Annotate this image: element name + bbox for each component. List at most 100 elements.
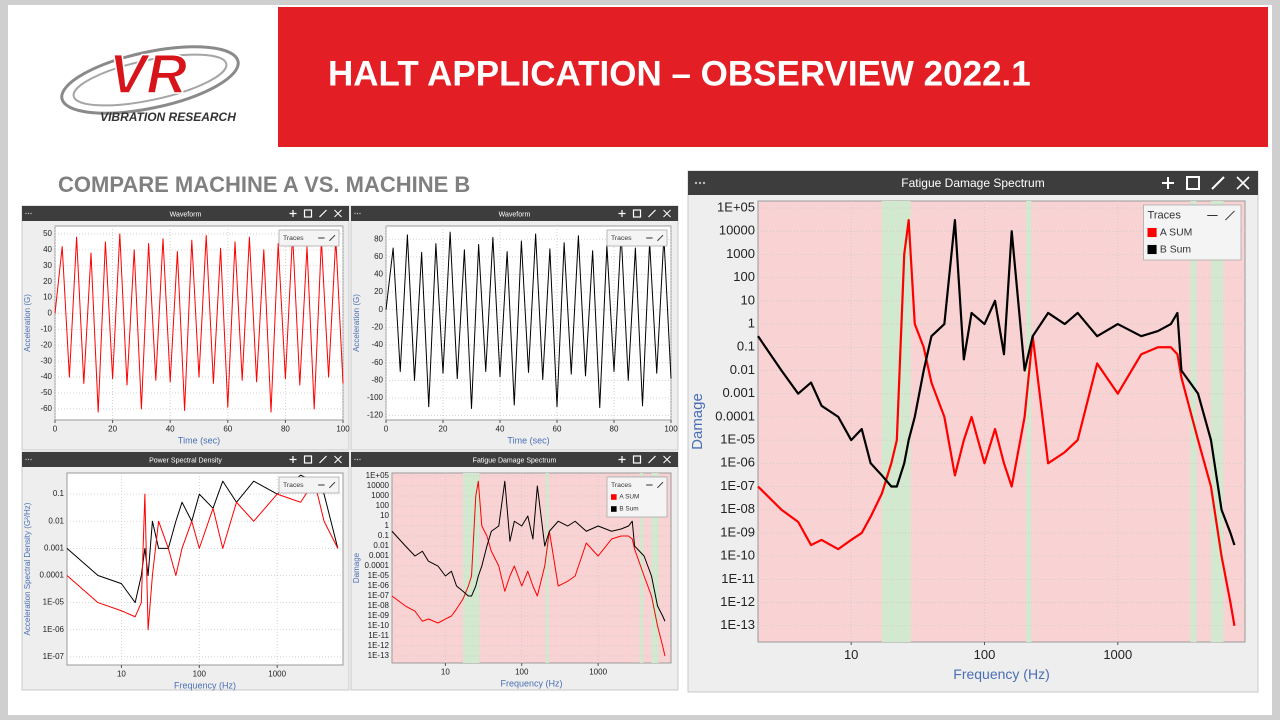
menu-dot [25, 212, 27, 215]
y-tick-label: 1E-05 [720, 432, 755, 447]
x-tick-label: 10 [117, 669, 126, 678]
y-tick-label: 20 [374, 287, 383, 296]
y-tick-label: 1E-11 [721, 571, 755, 586]
highlight-band [651, 473, 659, 663]
legend-popout [657, 234, 664, 242]
series-line [54, 233, 344, 413]
panel-title: Fatigue Damage Spectrum [901, 176, 1044, 190]
legend-title: Traces [283, 235, 304, 242]
y-tick-label: -10 [40, 324, 52, 333]
y-tick-label: -20 [40, 340, 52, 349]
title-banner [278, 7, 1268, 147]
y-tick-label: 1E-06 [368, 581, 390, 590]
logo-mark: VR [109, 42, 187, 105]
y-tick-label: -60 [40, 404, 52, 413]
y-tick-label: 1E-13 [720, 617, 755, 632]
y-tick-label: 1E-05 [368, 571, 390, 580]
menu-dot [30, 458, 32, 461]
y-tick-label: 0.1 [737, 339, 755, 354]
y-tick-label: 10 [43, 293, 52, 302]
x-tick-label: 0 [53, 424, 58, 433]
legend-title: Traces [611, 482, 632, 489]
y-tick-label: 0.01 [373, 541, 389, 550]
y-tick-label: 0.01 [48, 516, 64, 525]
plot-area [66, 472, 344, 666]
series-line [385, 231, 672, 410]
menu-dot [25, 458, 27, 461]
y-tick-label: 1E-12 [720, 594, 755, 609]
y-axis-label: Acceleration Spectral Density (G²/Hz) [23, 502, 32, 635]
y-tick-label: 100 [733, 269, 755, 284]
x-tick-label: 80 [281, 424, 290, 433]
y-tick-label: 1E-09 [720, 524, 755, 539]
y-tick-label: 0.0001 [40, 571, 65, 580]
x-axis-label: Time (sec) [178, 436, 220, 446]
y-tick-label: 40 [374, 270, 383, 279]
y-tick-label: 0 [379, 305, 384, 314]
panel-title: Power Spectral Density [149, 457, 222, 464]
x-tick-label: 1000 [1103, 647, 1132, 662]
legend-title: Traces [611, 235, 632, 242]
x-tick-label: 60 [223, 424, 232, 433]
icon-expand [648, 455, 656, 464]
panel-header [22, 452, 349, 467]
icon-add [618, 456, 626, 463]
legend-label: B Sum [619, 506, 638, 513]
panel-header [22, 206, 349, 221]
highlight-band [1210, 201, 1224, 642]
x-tick-label: 80 [610, 424, 619, 433]
menu-dot [354, 212, 356, 215]
x-tick-label: 40 [166, 424, 175, 433]
highlight-band [1026, 201, 1032, 642]
y-tick-label: -50 [40, 388, 52, 397]
y-axis-label: Damage [352, 552, 361, 583]
y-tick-label: 1E-08 [720, 501, 755, 516]
panel-title: Waveform [499, 211, 531, 218]
y-axis-label: Damage [689, 393, 706, 450]
y-tick-label: 0.01 [730, 362, 755, 377]
plot-area [385, 225, 672, 421]
logo-swoosh [60, 45, 240, 115]
icon-add [1162, 177, 1174, 189]
y-tick-label: 30 [43, 261, 52, 270]
y-tick-label: 1E-07 [720, 478, 755, 493]
highlight-band [545, 473, 549, 663]
series-line [391, 480, 666, 657]
y-tick-label: 1E-06 [43, 625, 65, 634]
legend-label: A SUM [619, 494, 639, 501]
y-tick-label: -60 [371, 358, 383, 367]
y-tick-label: 1E-06 [720, 455, 755, 470]
menu-dot [698, 181, 702, 185]
y-tick-label: 10 [741, 292, 755, 307]
y-tick-label: 10000 [367, 481, 390, 490]
legend-popout [329, 234, 336, 242]
menu-dot [356, 458, 359, 461]
icon-close [663, 455, 671, 464]
y-tick-label: 0.0001 [715, 408, 755, 423]
panel-title: Waveform [170, 211, 202, 218]
y-tick-label: 10 [380, 511, 389, 520]
x-axis-label: Frequency (Hz) [953, 666, 1049, 682]
icon-close [1236, 176, 1250, 190]
y-tick-label: 1E+05 [717, 199, 755, 214]
panel-header [351, 452, 678, 467]
menu-dot [27, 212, 30, 215]
x-axis-label: Time (sec) [507, 436, 549, 446]
icon-grid [632, 455, 642, 464]
y-tick-label: 1E-11 [368, 631, 389, 640]
legend-title: Traces [1148, 209, 1182, 221]
y-tick-label: 1 [385, 521, 390, 530]
menu-dot [356, 212, 359, 215]
legend-popout [329, 481, 336, 489]
y-tick-label: 1E-12 [368, 641, 390, 650]
slide-subtitle: COMPARE MACHINE A VS. MACHINE B [58, 172, 470, 197]
highlight-band [881, 201, 911, 642]
legend [278, 476, 340, 494]
y-tick-label: 1E-13 [368, 651, 390, 660]
x-tick-label: 1000 [589, 667, 607, 676]
x-tick-label: 100 [664, 424, 678, 433]
legend-swatch [1147, 227, 1157, 238]
x-tick-label: 40 [496, 424, 505, 433]
x-axis-label: Frequency (Hz) [174, 681, 236, 691]
